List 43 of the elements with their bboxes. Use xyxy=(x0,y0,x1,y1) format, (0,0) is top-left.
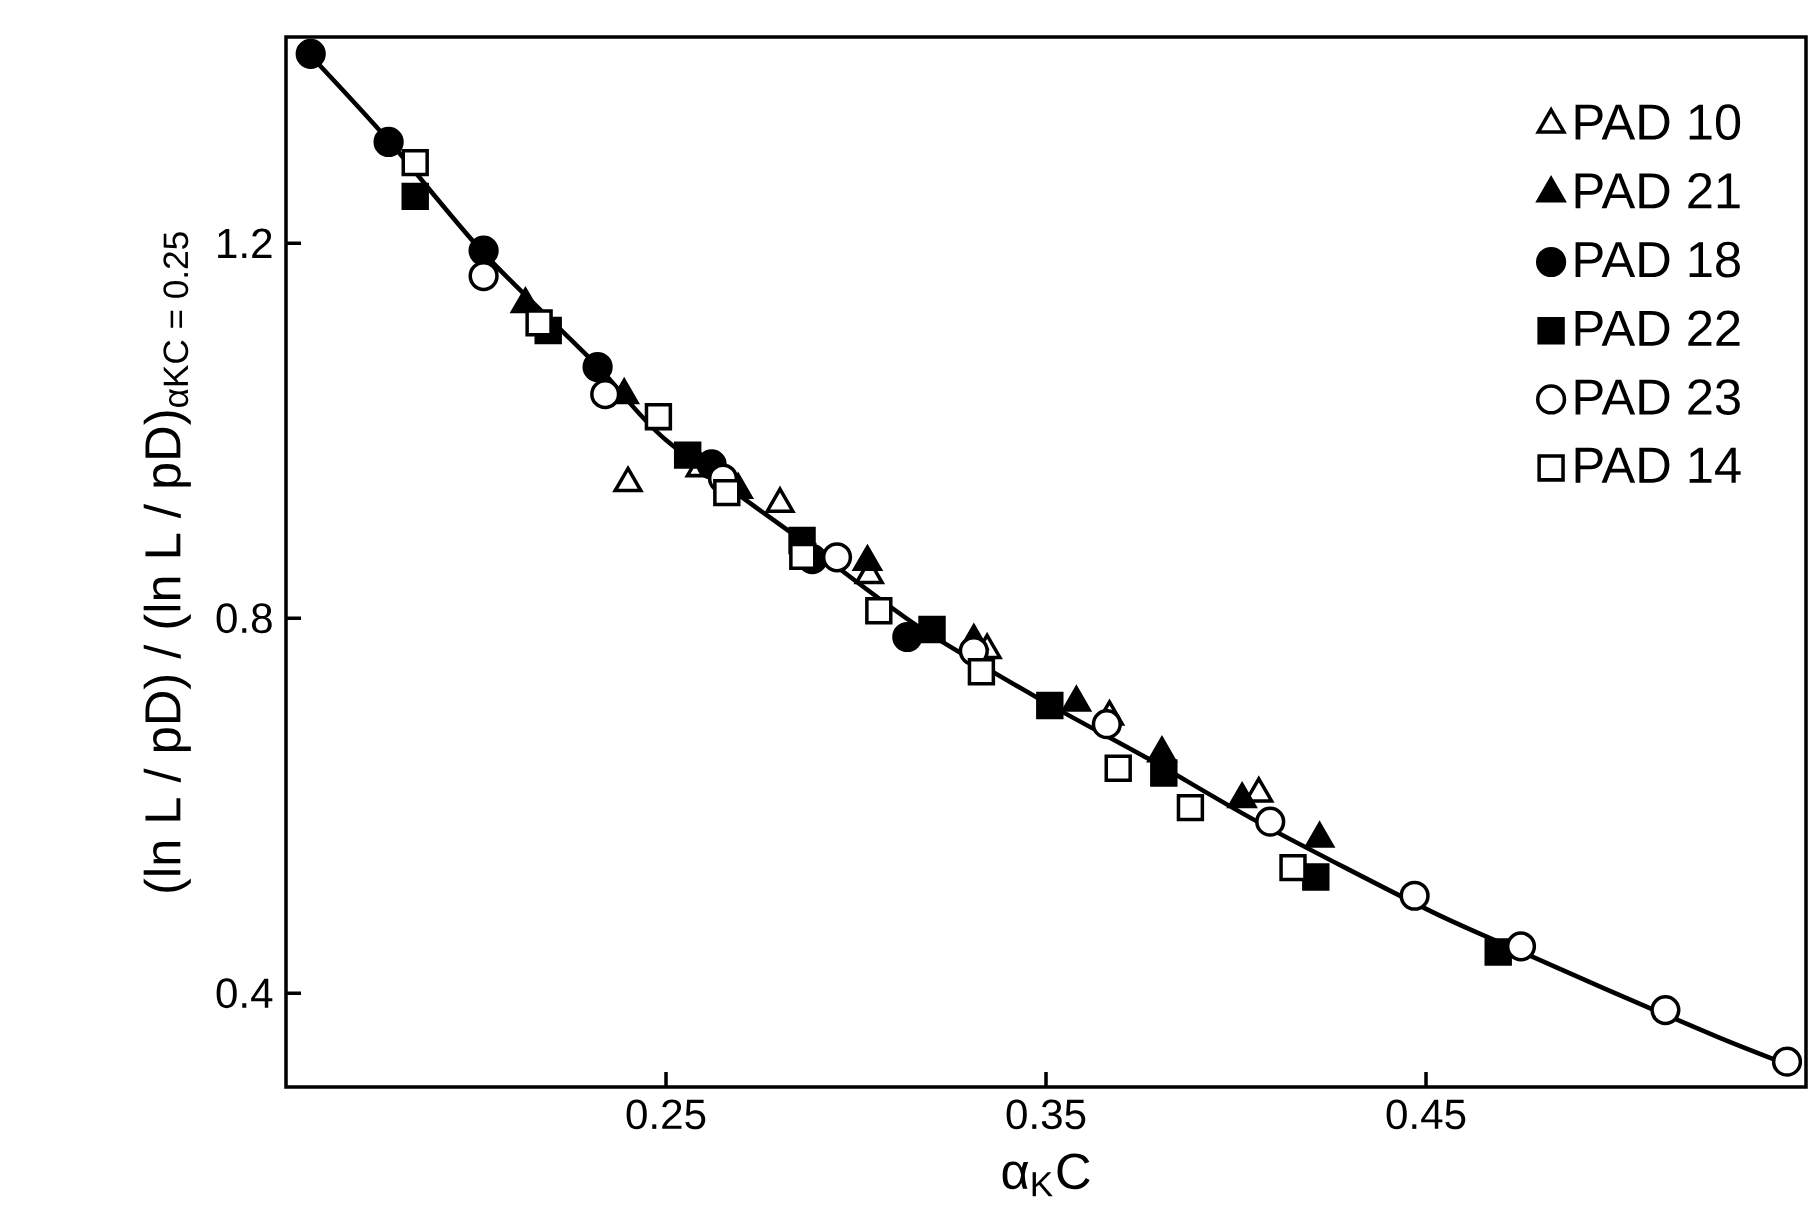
y-tick-label: 0.8 xyxy=(216,603,272,634)
point xyxy=(865,597,893,625)
point xyxy=(821,542,853,573)
point xyxy=(1505,931,1537,962)
point xyxy=(918,615,946,644)
point xyxy=(373,126,404,158)
y-axis-title: (ln L / pD) / (ln L / pD)$_{αKC = 0.25}$ xyxy=(143,232,191,892)
y-tick-label: 1.2 xyxy=(218,228,272,258)
legend-label: PAD 10 xyxy=(1575,104,1741,141)
point xyxy=(468,235,499,266)
point xyxy=(789,542,817,571)
legend-label: PAD 23 xyxy=(1575,379,1740,415)
point xyxy=(1279,853,1307,882)
legend-label: PAD 22 xyxy=(1575,310,1740,346)
point xyxy=(1150,759,1178,787)
point xyxy=(1104,754,1132,782)
legend-label: PAD 18 xyxy=(1575,241,1740,278)
point xyxy=(967,657,996,686)
point xyxy=(401,182,429,211)
legend-label: PAD 21 xyxy=(1575,172,1740,209)
point xyxy=(582,351,613,383)
point xyxy=(295,38,326,69)
point xyxy=(892,621,923,653)
point xyxy=(1650,995,1681,1026)
y-tick-label: 0.4 xyxy=(216,978,273,1009)
point xyxy=(644,402,673,431)
point xyxy=(1176,793,1205,822)
point xyxy=(401,148,429,177)
point xyxy=(1399,880,1430,911)
point xyxy=(468,260,499,292)
x-tick-label: 0.25 xyxy=(626,1099,706,1130)
point xyxy=(673,441,702,469)
point xyxy=(525,309,553,337)
x-tick-label: 0.45 xyxy=(1386,1099,1466,1130)
point xyxy=(1036,691,1064,720)
legend-label: PAD 14 xyxy=(1575,447,1741,483)
point xyxy=(1302,863,1330,891)
point xyxy=(1091,709,1122,740)
point xyxy=(713,478,741,507)
x-tick-label: 0.35 xyxy=(1006,1099,1086,1130)
x-axis-title: α$_{K}$C xyxy=(1002,1153,1090,1197)
point xyxy=(590,379,621,410)
point xyxy=(1255,806,1286,837)
